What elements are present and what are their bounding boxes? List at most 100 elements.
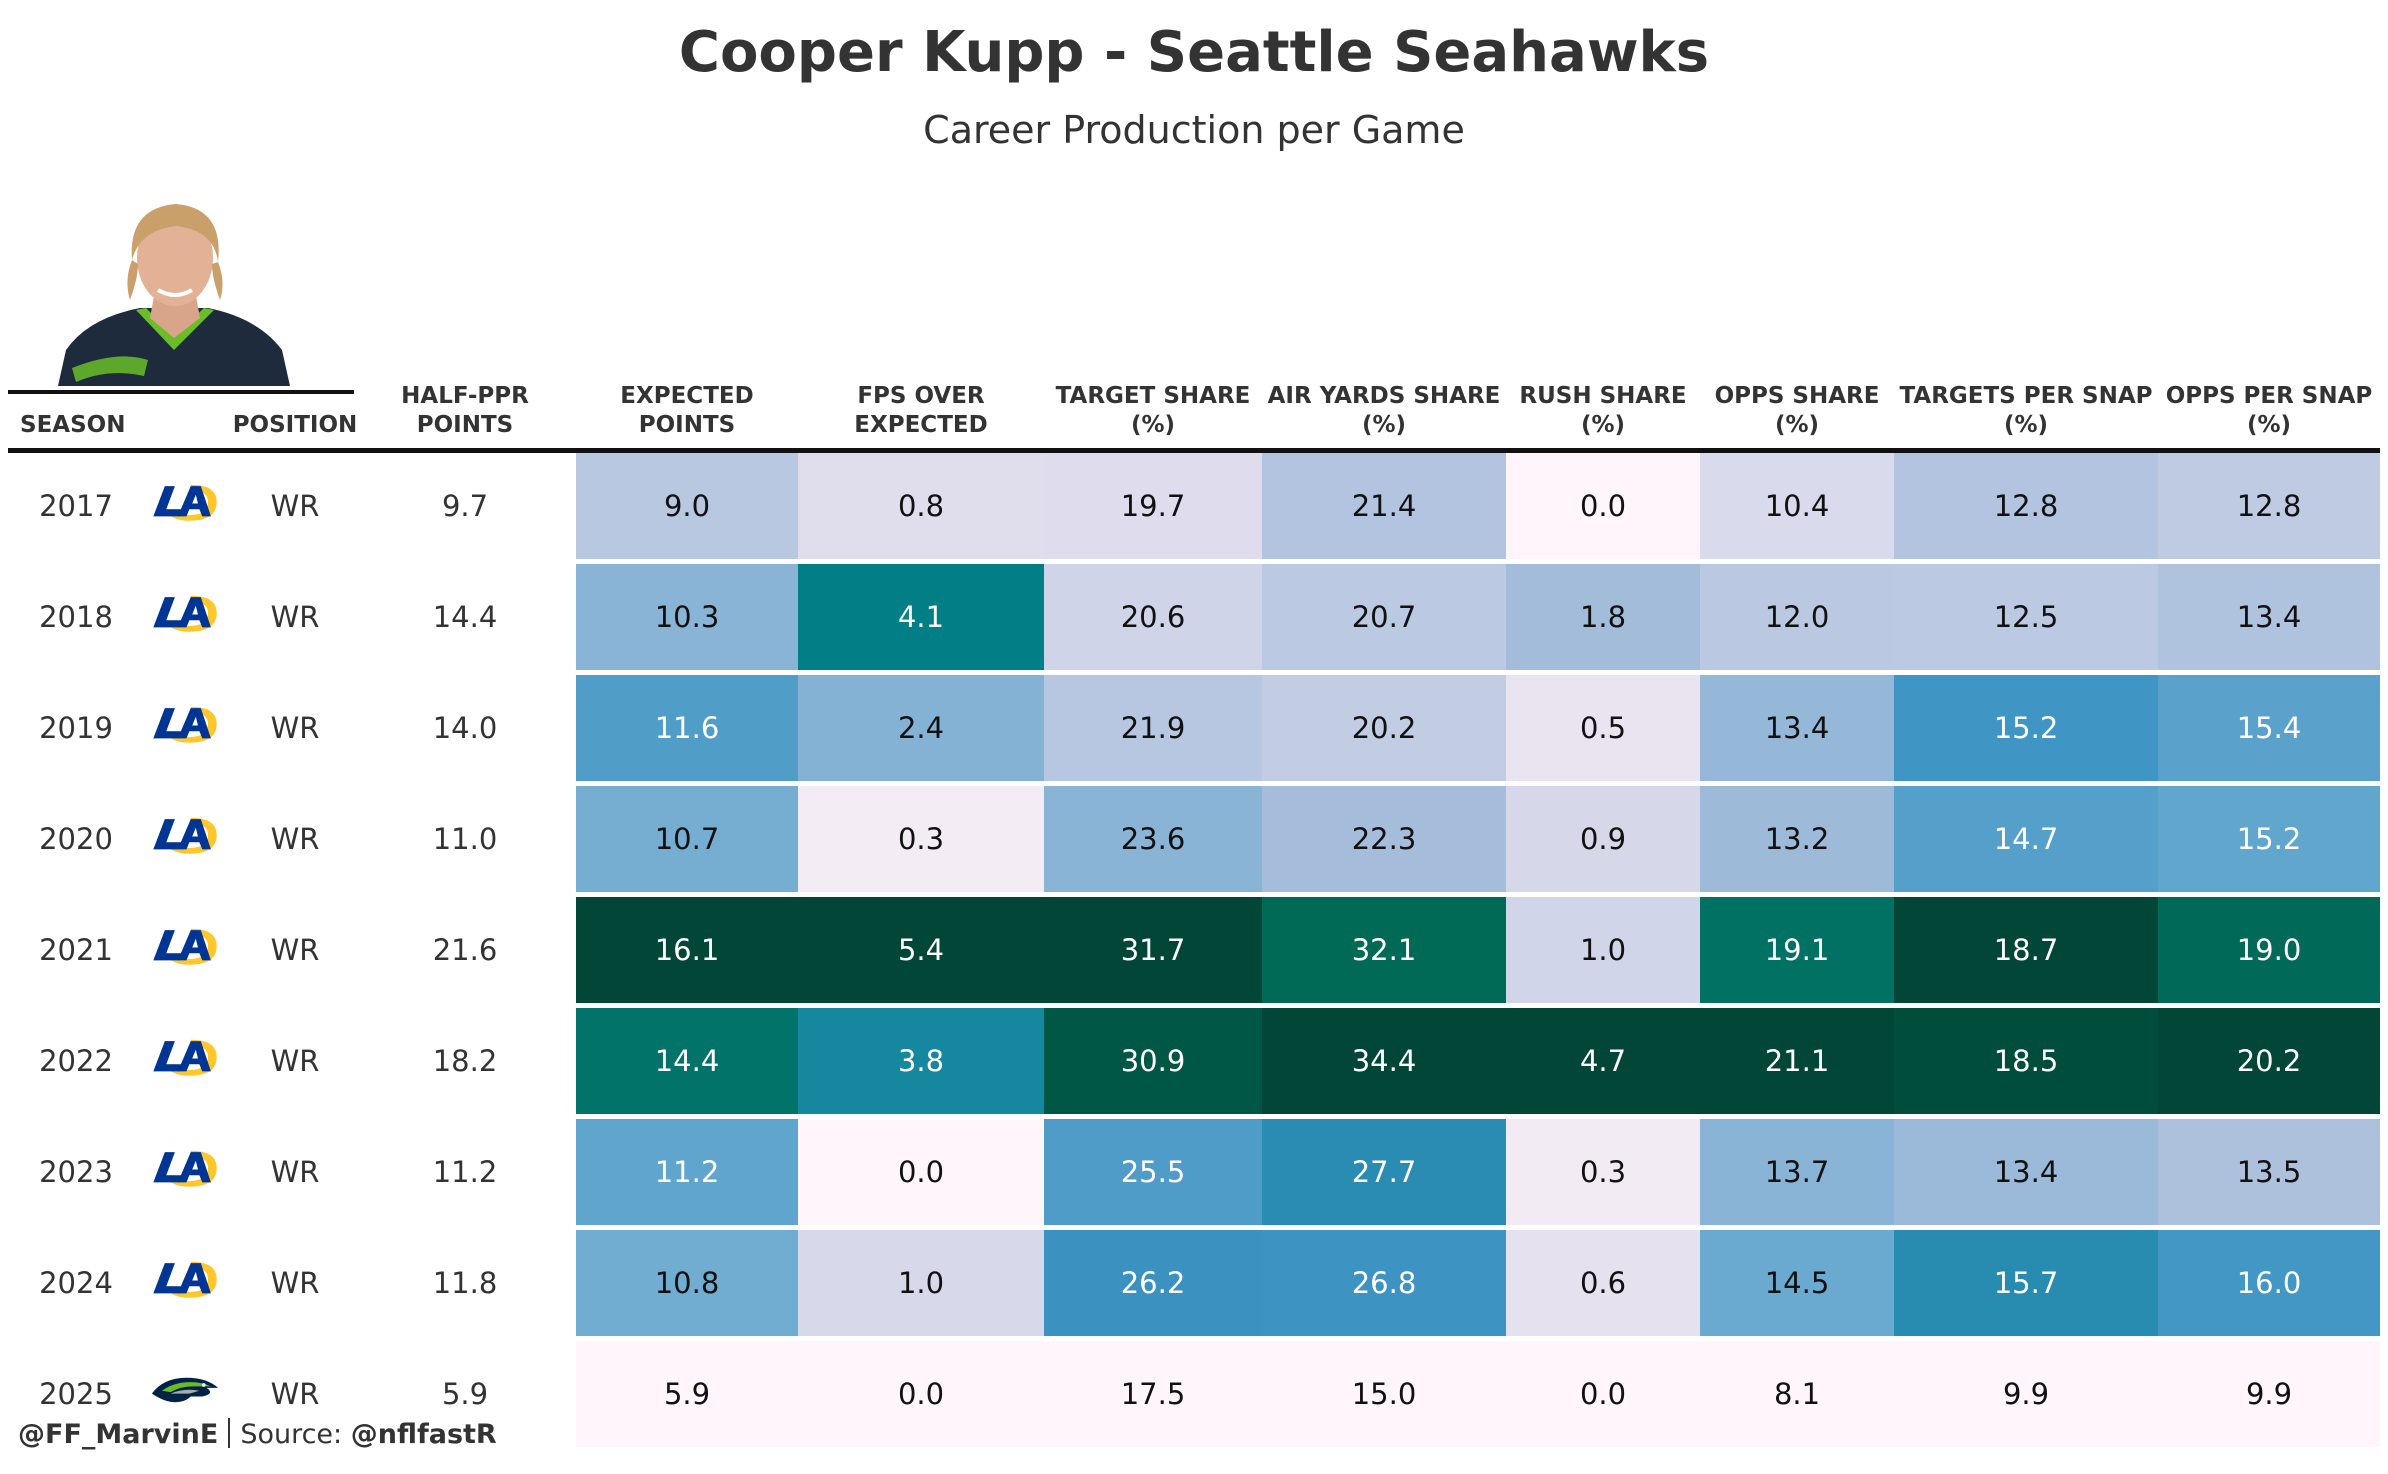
- fps-over-expected-cell: 0.0: [798, 1341, 1044, 1447]
- opps-per-snap-cell: 12.8: [2158, 453, 2380, 559]
- rams-logo-icon: [153, 1039, 217, 1076]
- targets-per-snap-cell: 18.7: [1894, 897, 2158, 1003]
- header-half-ppr: HALF-PPR POINTS: [401, 383, 529, 438]
- targets-per-snap-cell: 12.8: [1894, 453, 2158, 559]
- target-share-cell: 17.5: [1044, 1341, 1262, 1447]
- fps-over-expected-cell: 0.0: [798, 1119, 1044, 1225]
- opps-per-snap-cell: 20.2: [2158, 1008, 2380, 1114]
- header-targets-per-snap: TARGETS PER SNAP (%): [1899, 383, 2153, 438]
- header-rule: [8, 448, 2380, 453]
- target-share-cell: 21.9: [1044, 675, 1262, 781]
- rams-logo-icon: [153, 1150, 217, 1187]
- opps-share-cell: 13.4: [1700, 675, 1894, 781]
- position-cell: WR: [270, 933, 320, 967]
- rams-logo-icon: [153, 928, 217, 965]
- season-cell: 2021: [39, 933, 113, 967]
- opps-share-cell: 19.1: [1700, 897, 1894, 1003]
- target-share-cell: 31.7: [1044, 897, 1262, 1003]
- rams-logo-icon: [153, 595, 217, 632]
- rush-share-cell: 4.7: [1506, 1008, 1700, 1114]
- air-yards-share-cell: 26.8: [1262, 1230, 1506, 1336]
- fps-over-expected-cell: 1.0: [798, 1230, 1044, 1336]
- position-cell: WR: [270, 1155, 320, 1189]
- header-season: SEASON: [20, 412, 126, 438]
- opps-per-snap-cell: 15.4: [2158, 675, 2380, 781]
- rush-share-cell: 0.0: [1506, 453, 1700, 559]
- season-cell: 2017: [39, 489, 113, 523]
- targets-per-snap-cell: 13.4: [1894, 1119, 2158, 1225]
- position-cell: WR: [270, 1266, 320, 1300]
- opps-share-cell: 13.2: [1700, 786, 1894, 892]
- position-cell: WR: [270, 1044, 320, 1078]
- position-cell: WR: [270, 822, 320, 856]
- opps-per-snap-cell: 19.0: [2158, 897, 2380, 1003]
- opps-per-snap-cell: 15.2: [2158, 786, 2380, 892]
- header-rush-share: RUSH SHARE (%): [1519, 383, 1687, 438]
- expected-points-cell: 16.1: [576, 897, 798, 1003]
- header-fps-over-expected: FPS OVER EXPECTED: [854, 383, 988, 438]
- header-opps-share: OPPS SHARE (%): [1714, 383, 1880, 438]
- fps-over-expected-cell: 2.4: [798, 675, 1044, 781]
- target-share-cell: 20.6: [1044, 564, 1262, 670]
- targets-per-snap-cell: 15.2: [1894, 675, 2158, 781]
- rams-logo-icon: [153, 706, 217, 743]
- footer-source: @nflfastR: [350, 1419, 497, 1450]
- expected-points-cell: 11.6: [576, 675, 798, 781]
- opps-per-snap-cell: 13.5: [2158, 1119, 2380, 1225]
- season-cell: 2019: [39, 711, 113, 745]
- opps-share-cell: 13.7: [1700, 1119, 1894, 1225]
- targets-per-snap-cell: 12.5: [1894, 564, 2158, 670]
- expected-points-cell: 11.2: [576, 1119, 798, 1225]
- header-opps-per-snap: OPPS PER SNAP (%): [2165, 383, 2373, 438]
- chart-subtitle: Career Production per Game: [923, 108, 1465, 152]
- season-cell: 2023: [39, 1155, 113, 1189]
- opps-share-cell: 8.1: [1700, 1341, 1894, 1447]
- player-photo: [58, 204, 290, 386]
- fps-over-expected-cell: 0.8: [798, 453, 1044, 559]
- targets-per-snap-cell: 14.7: [1894, 786, 2158, 892]
- expected-points-cell: 14.4: [576, 1008, 798, 1114]
- footer-source-label: Source:: [240, 1419, 343, 1450]
- half-ppr-cell: 5.9: [441, 1377, 489, 1411]
- half-ppr-cell: 14.4: [432, 600, 498, 634]
- opps-share-cell: 12.0: [1700, 564, 1894, 670]
- stub-spanner-rule: [8, 390, 354, 394]
- air-yards-share-cell: 20.7: [1262, 564, 1506, 670]
- expected-points-cell: 10.8: [576, 1230, 798, 1336]
- air-yards-share-cell: 32.1: [1262, 897, 1506, 1003]
- rush-share-cell: 0.3: [1506, 1119, 1700, 1225]
- seahawks-logo-icon: [151, 1377, 219, 1403]
- expected-points-cell: 5.9: [576, 1341, 798, 1447]
- half-ppr-cell: 21.6: [432, 933, 498, 967]
- footer-handle: @FF_MarvinE: [18, 1419, 219, 1450]
- half-ppr-cell: 11.8: [432, 1266, 498, 1300]
- position-cell: WR: [270, 711, 320, 745]
- expected-points-cell: 9.0: [576, 453, 798, 559]
- position-cell: WR: [270, 600, 320, 634]
- rush-share-cell: 0.6: [1506, 1230, 1700, 1336]
- target-share-cell: 25.5: [1044, 1119, 1262, 1225]
- targets-per-snap-cell: 15.7: [1894, 1230, 2158, 1336]
- opps-per-snap-cell: 13.4: [2158, 564, 2380, 670]
- expected-points-cell: 10.7: [576, 786, 798, 892]
- air-yards-share-cell: 34.4: [1262, 1008, 1506, 1114]
- half-ppr-cell: 18.2: [432, 1044, 498, 1078]
- season-cell: 2022: [39, 1044, 113, 1078]
- header-target-share: TARGET SHARE (%): [1055, 383, 1251, 438]
- opps-share-cell: 14.5: [1700, 1230, 1894, 1336]
- rush-share-cell: 0.0: [1506, 1341, 1700, 1447]
- rush-share-cell: 1.8: [1506, 564, 1700, 670]
- rush-share-cell: 0.9: [1506, 786, 1700, 892]
- header-air-yards-share: AIR YARDS SHARE (%): [1267, 383, 1501, 438]
- air-yards-share-cell: 22.3: [1262, 786, 1506, 892]
- rams-logo-icon: [153, 484, 217, 521]
- air-yards-share-cell: 20.2: [1262, 675, 1506, 781]
- season-cell: 2020: [39, 822, 113, 856]
- targets-per-snap-cell: 9.9: [1894, 1341, 2158, 1447]
- air-yards-share-cell: 27.7: [1262, 1119, 1506, 1225]
- target-share-cell: 30.9: [1044, 1008, 1262, 1114]
- half-ppr-cell: 9.7: [441, 489, 489, 523]
- opps-per-snap-cell: 9.9: [2158, 1341, 2380, 1447]
- fps-over-expected-cell: 4.1: [798, 564, 1044, 670]
- air-yards-share-cell: 15.0: [1262, 1341, 1506, 1447]
